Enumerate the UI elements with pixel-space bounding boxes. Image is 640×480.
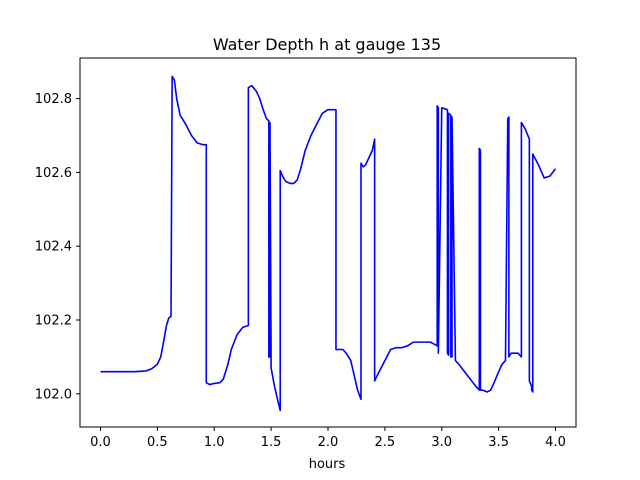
x-axis-ticks: 0.0 0.5 1.0 1.5 2.0 2.5 3.0 3.5 4.0 — [90, 427, 566, 450]
x-tick-label: 2.0 — [318, 435, 339, 450]
plot-area — [79, 57, 577, 428]
y-tick-label: 102.6 — [35, 166, 72, 181]
y-axis-ticks: 102.0 102.2 102.4 102.6 102.8 — [35, 92, 80, 402]
y-tick-label: 102.2 — [35, 313, 72, 328]
x-tick-label: 1.0 — [204, 435, 225, 450]
y-tick-label: 102.0 — [35, 387, 72, 402]
x-tick-label: 0.5 — [147, 435, 168, 450]
chart-title: Water Depth h at gauge 135 — [213, 35, 441, 54]
x-tick-label: 3.5 — [488, 435, 509, 450]
x-tick-label: 1.5 — [261, 435, 282, 450]
y-tick-label: 102.4 — [35, 240, 72, 255]
x-tick-label: 2.5 — [375, 435, 396, 450]
x-tick-label: 0.0 — [90, 435, 111, 450]
x-tick-label: 4.0 — [545, 435, 566, 450]
axes-frame — [79, 57, 577, 428]
series-line — [100, 75, 557, 412]
x-axis-label: hours — [309, 457, 346, 472]
x-tick-label: 3.0 — [431, 435, 452, 450]
y-tick-label: 102.8 — [35, 92, 72, 107]
